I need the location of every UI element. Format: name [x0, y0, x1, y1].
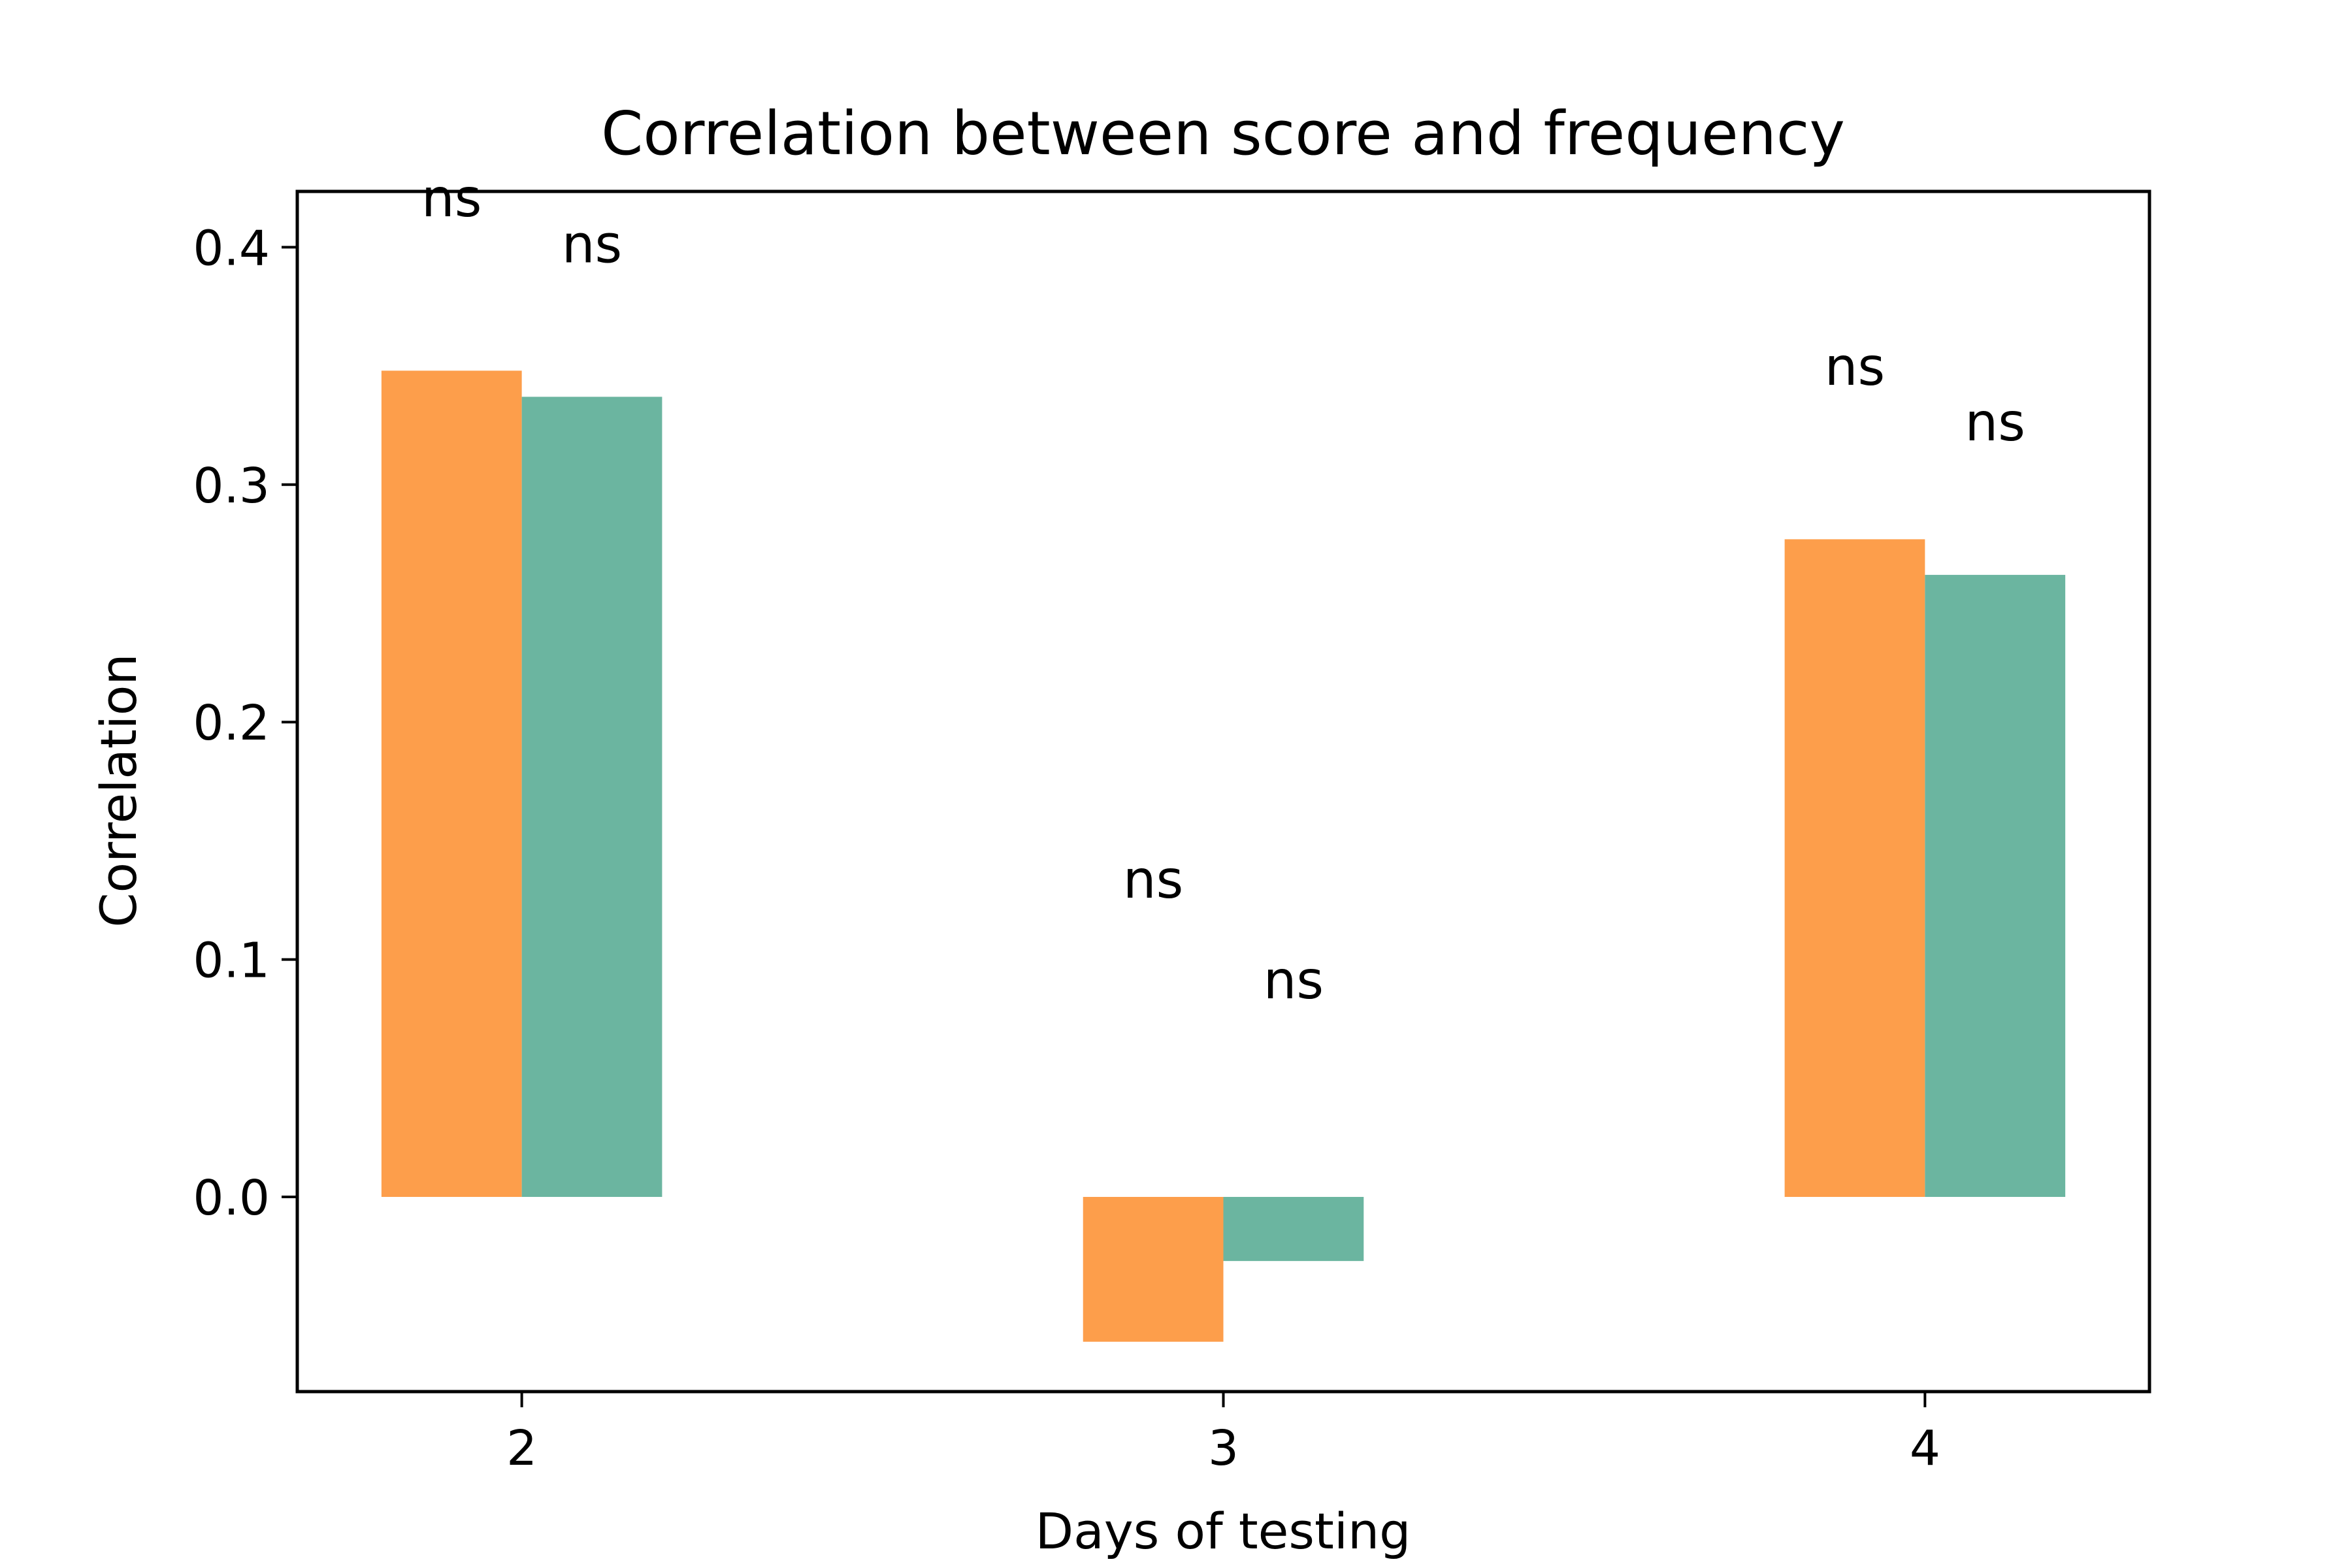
y-tick-label: 0.3: [193, 458, 270, 514]
x-tick-label: 2: [506, 1420, 537, 1477]
x-tick-label: 3: [1208, 1420, 1239, 1477]
bar-series1-day-2: [381, 370, 522, 1198]
significance-label: ns: [421, 168, 482, 229]
y-tick-label: 0.0: [193, 1170, 270, 1226]
y-tick-label: 0.4: [193, 220, 270, 276]
bar-series1-day-4: [1784, 539, 1925, 1198]
bar-series1-day-3: [1083, 1197, 1224, 1342]
x-tick-label: 4: [1910, 1420, 1940, 1477]
bars-layer: [381, 370, 2066, 1342]
bar-series2-day-2: [521, 397, 662, 1198]
significance-label: ns: [562, 214, 622, 274]
y-axis-label: Correlation: [90, 653, 148, 927]
y-axis: 0.0 0.1 0.2 0.3 0.4: [193, 220, 297, 1226]
x-axis: 2 3 4: [506, 1392, 1940, 1477]
y-tick-label: 0.2: [193, 695, 270, 751]
significance-label: ns: [1264, 950, 1324, 1011]
y-tick-label: 0.1: [193, 933, 270, 989]
significance-label: ns: [1123, 849, 1183, 910]
bar-series2-day-4: [1925, 574, 2066, 1198]
significance-label: ns: [1825, 336, 1885, 397]
significance-label: ns: [1965, 392, 2025, 453]
x-axis-label: Days of testing: [1036, 1502, 1411, 1560]
chart-title: Correlation between score and frequency: [601, 99, 1845, 169]
bar-series2-day-3: [1223, 1197, 1364, 1262]
annotations-layer: ns ns ns ns ns ns: [421, 168, 2025, 1011]
